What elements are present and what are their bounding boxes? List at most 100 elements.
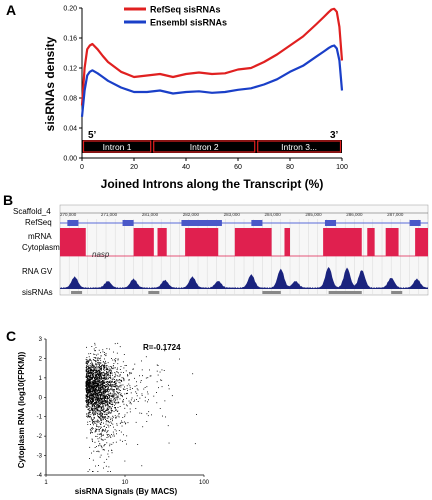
c-scatter-point <box>111 450 113 451</box>
c-scatter-point <box>118 386 120 388</box>
c-scatter-point <box>93 382 95 384</box>
c-scatter-point <box>100 436 102 438</box>
c-scatter-point <box>121 420 122 422</box>
c-scatter-point <box>105 395 107 397</box>
c-scatter-point <box>106 398 108 400</box>
c-scatter-point <box>116 384 117 386</box>
c-scatter-point <box>110 395 112 397</box>
b-gene-label: nasp <box>92 250 110 259</box>
c-scatter-point <box>98 465 99 466</box>
a-legend-label: RefSeq sisRNAs <box>150 5 221 15</box>
c-scatter-point <box>91 387 93 389</box>
c-scatter-point <box>97 380 99 381</box>
c-scatter-point <box>85 388 87 389</box>
c-scatter-point <box>142 375 143 377</box>
c-scatter-point <box>88 400 90 402</box>
c-scatter-point <box>102 372 104 374</box>
c-scatter-point <box>129 408 131 410</box>
c-scatter-point <box>86 379 88 381</box>
c-scatter-point <box>136 395 138 397</box>
c-scatter-point <box>92 421 94 422</box>
c-scatter-point <box>94 431 96 433</box>
c-scatter-point <box>98 372 100 374</box>
c-scatter-point <box>116 385 118 387</box>
c-scatter-point <box>87 386 89 388</box>
c-scatter-point <box>114 407 116 409</box>
c-scatter-point <box>91 380 93 382</box>
c-scatter-point <box>104 438 106 440</box>
c-scatter-point <box>91 360 92 362</box>
c-scatter-point <box>97 419 99 421</box>
c-scatter-point <box>146 413 148 415</box>
a-intron-bar <box>82 140 342 153</box>
c-scatter-point <box>103 445 105 447</box>
c-scatter-point <box>118 375 120 377</box>
c-scatter-point <box>109 400 111 401</box>
c-scatter-point <box>117 415 119 417</box>
c-scatter-point <box>102 417 104 418</box>
c-scatter-point <box>121 425 123 427</box>
c-scatter-point <box>118 416 120 418</box>
c-scatter-point <box>111 389 113 391</box>
c-scatter-point <box>106 404 108 405</box>
c-scatter-point <box>91 399 93 401</box>
c-scatter-point <box>90 391 92 392</box>
c-scatter-point <box>87 392 89 394</box>
c-scatter-point <box>86 388 88 390</box>
c-scatter-point <box>105 375 107 377</box>
c-scatter-point <box>136 388 138 390</box>
c-scatter-point <box>119 439 121 441</box>
c-scatter-point <box>89 386 90 388</box>
c-scatter-point <box>90 378 92 379</box>
c-scatter-point <box>109 389 111 391</box>
c-scatter-point <box>92 364 94 366</box>
c-scatter-point <box>89 400 91 402</box>
c-scatter-point <box>114 394 116 396</box>
c-scatter-point <box>86 377 88 378</box>
c-scatter-point <box>111 381 112 383</box>
a-intron-box <box>257 140 342 153</box>
c-scatter-point <box>89 371 91 373</box>
c-scatter-point <box>150 375 152 377</box>
c-scatter-point <box>86 395 88 396</box>
c-scatter-point <box>103 418 105 419</box>
c-scatter-point <box>95 465 96 467</box>
c-scatter-point <box>88 387 90 389</box>
c-scatter-point <box>91 401 93 402</box>
c-scatter-point <box>95 435 97 437</box>
c-scatter-point <box>114 367 116 369</box>
c-scatter-point <box>90 383 92 385</box>
c-scatter-point <box>86 376 88 378</box>
c-scatter-point <box>86 392 88 393</box>
c-scatter-point <box>94 413 96 415</box>
c-scatter-point <box>122 440 123 442</box>
c-scatter-point <box>123 434 124 436</box>
c-scatter-point <box>124 460 126 462</box>
c-scatter-point <box>107 374 109 376</box>
c-scatter-point <box>91 397 93 399</box>
c-scatter-point <box>106 420 107 421</box>
c-scatter-point <box>100 426 102 428</box>
c-scatter-point <box>122 384 124 386</box>
c-scatter-point <box>86 387 88 389</box>
c-scatter-point <box>101 375 102 377</box>
c-scatter-point <box>97 377 99 379</box>
c-scatter-point <box>114 415 116 417</box>
c-scatter-point <box>108 434 110 435</box>
c-scatter-point <box>95 373 97 375</box>
c-scatter-point <box>98 396 100 398</box>
c-scatter-point <box>86 393 88 395</box>
c-scatter-point <box>108 382 110 383</box>
c-scatter-point <box>86 383 87 385</box>
c-scatter-point <box>99 444 101 446</box>
c-scatter-point <box>103 372 105 374</box>
c-scatter-point <box>109 400 111 401</box>
c-scatter-point <box>93 370 95 371</box>
c-scatter-point <box>86 385 87 387</box>
c-scatter-point <box>101 417 103 419</box>
c-scatter-point <box>91 389 93 391</box>
c-scatter-point <box>115 417 117 419</box>
c-scatter-point <box>108 416 109 417</box>
c-scatter-point <box>87 372 89 374</box>
c-scatter-point <box>102 364 104 366</box>
